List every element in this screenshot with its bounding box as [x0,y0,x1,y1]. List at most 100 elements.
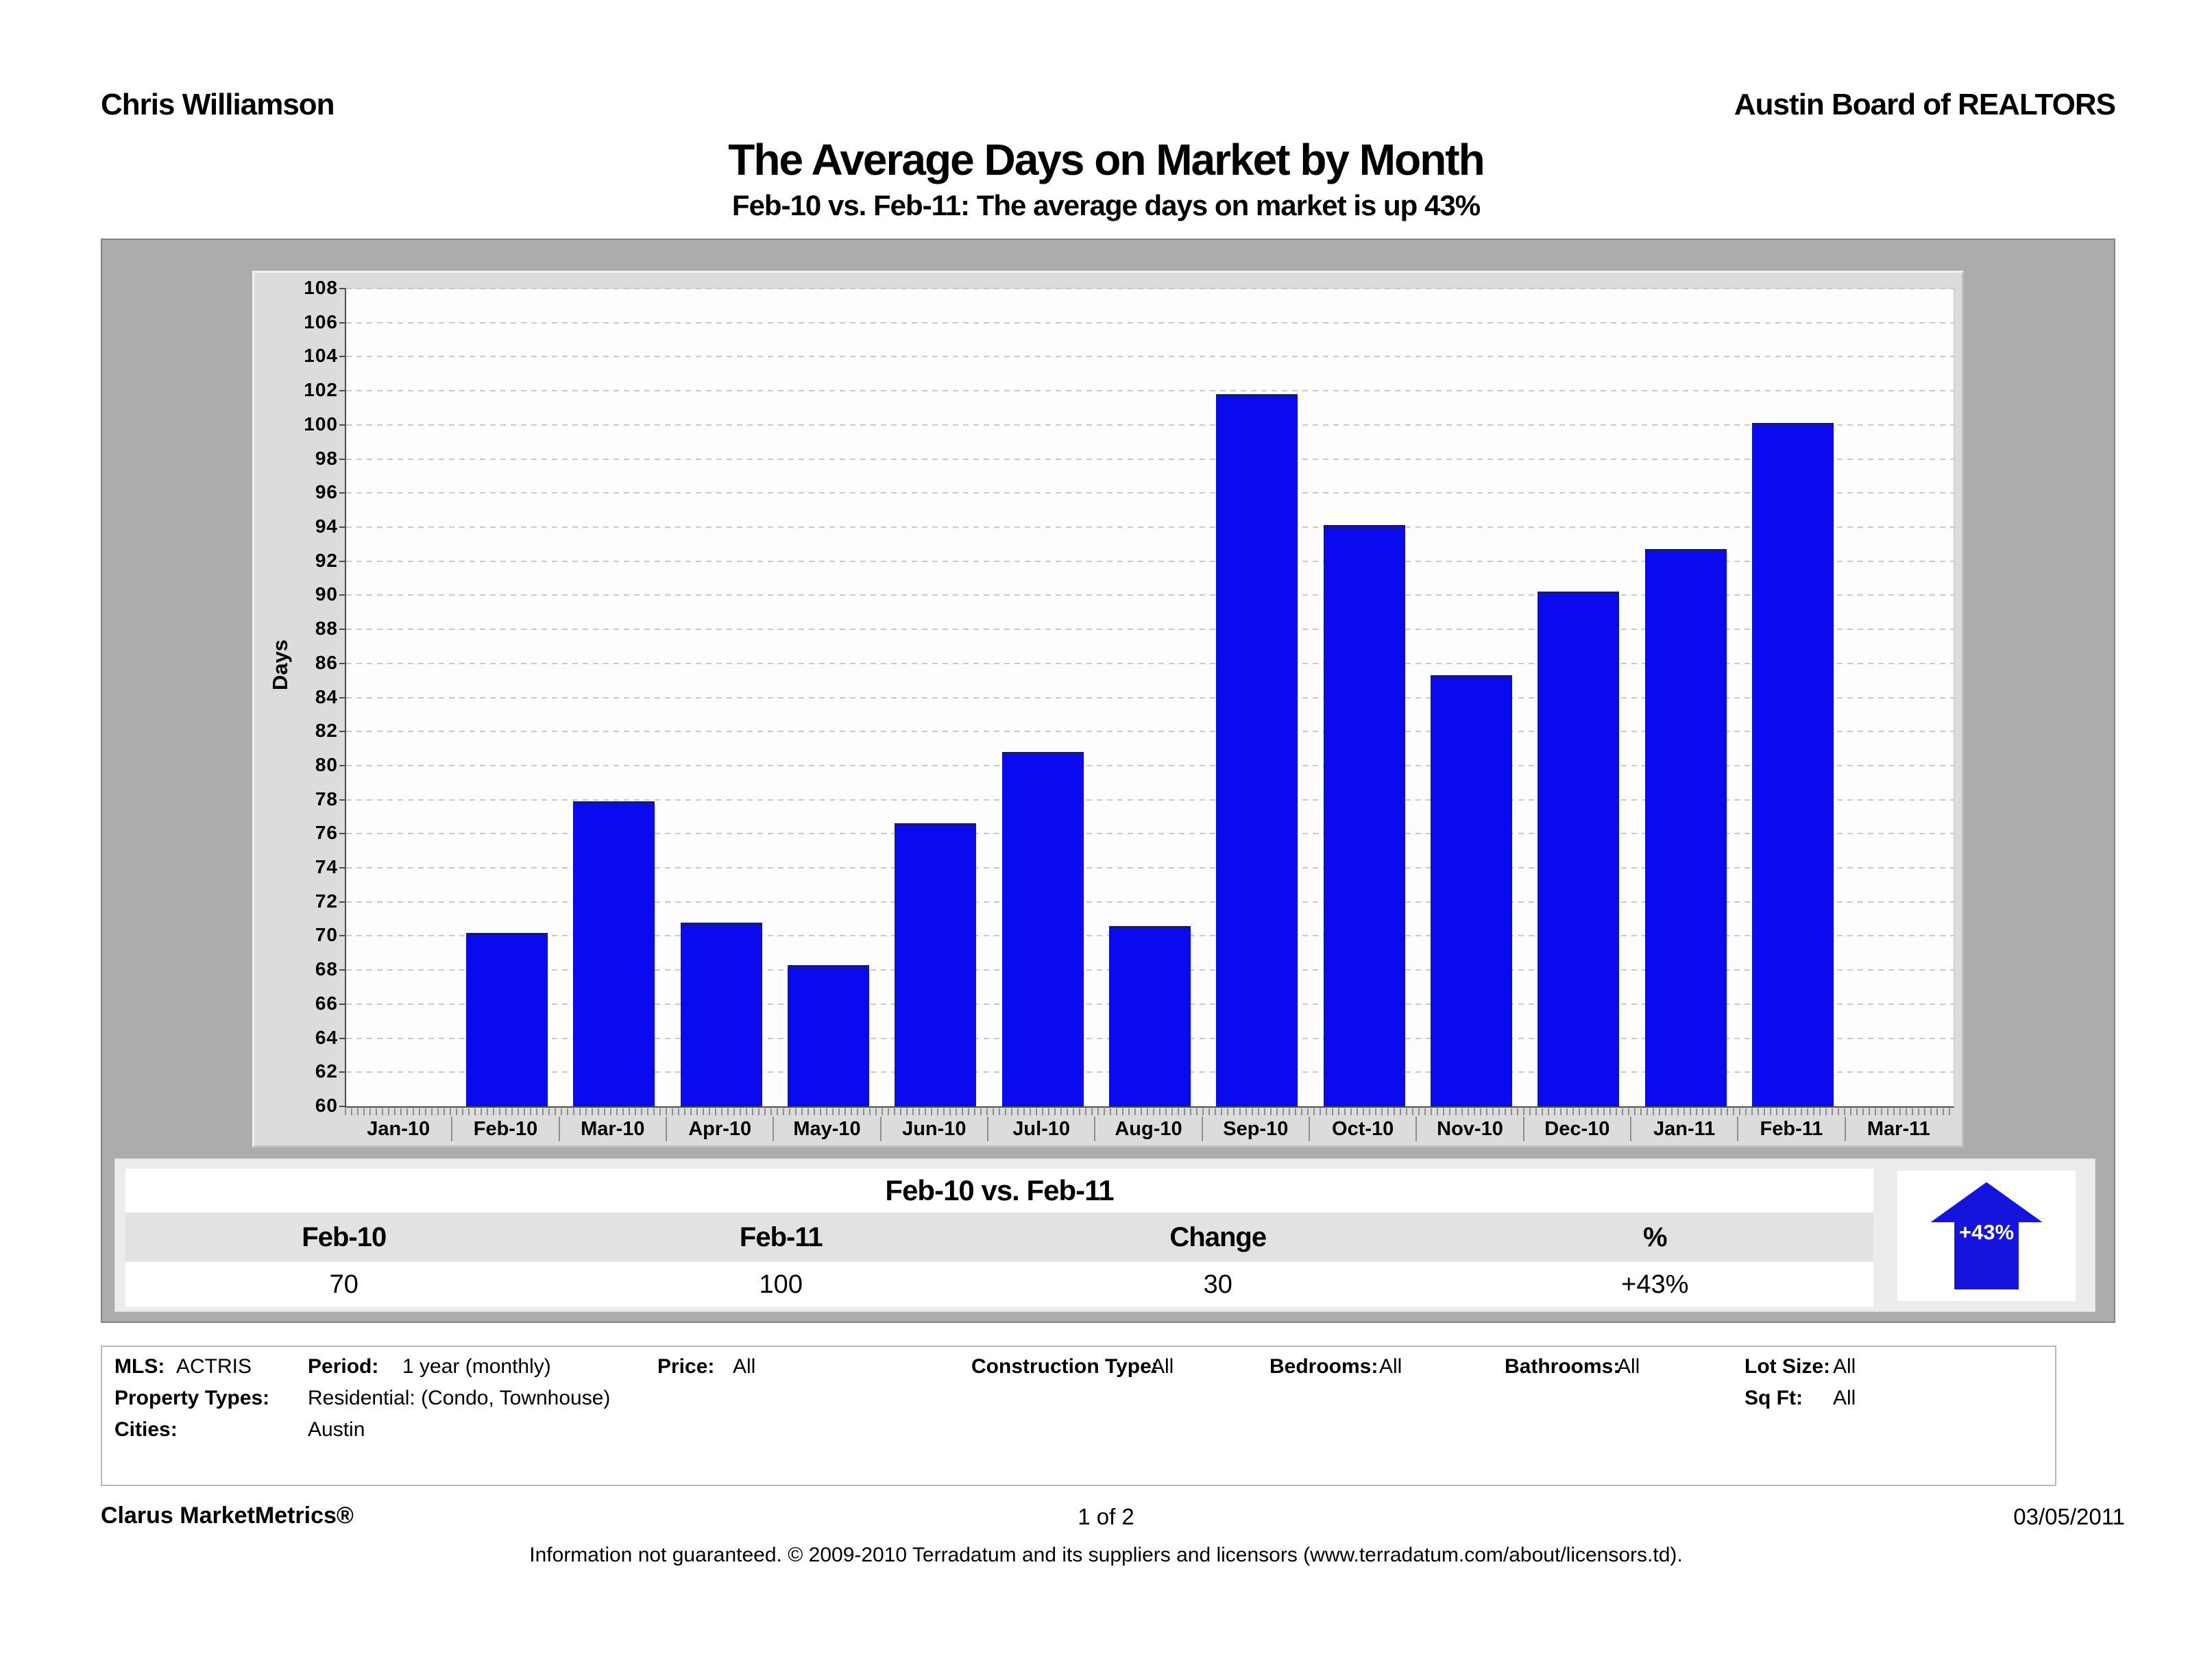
filter-value: 1 year (monthly) [402,1355,551,1378]
gridline [346,526,1954,528]
x-tick-separator [1630,1117,1631,1141]
column-header: Feb-10 [302,1222,387,1252]
y-tick-mark [339,492,345,494]
x-axis-tick-labels: Jan-10 Feb-10 Mar-10 Apr-10 May-10 Jun-10 Jul-… [345,1117,1954,1145]
filter-label: Construction Type: [971,1355,1158,1378]
arrow-percent-label: +43% [1958,1220,2015,1244]
bar-Jul-10 [1001,752,1084,1106]
y-tick-mark [339,731,345,733]
value-cell: 100 [759,1270,803,1299]
filter-value: All [1833,1355,1856,1378]
x-tick-label: Mar-11 [1867,1118,1930,1140]
y-tick-label: 108 [304,277,338,298]
column-header: Feb-11 [739,1222,823,1252]
filter-label: Bathrooms: [1505,1355,1620,1378]
bar-Apr-10 [680,922,762,1106]
trend-arrow-panel: +43% [1897,1171,2076,1301]
y-tick-mark [339,935,345,937]
x-tick-label: Jan-11 [1653,1118,1716,1140]
gridline [346,424,1954,426]
bar-Feb-11 [1752,423,1834,1106]
bar-May-10 [788,964,869,1106]
y-axis-tick-labels: 60 62 64 66 68 70 72 74 76 78 80 82 84 86 88 90 92 94 96 98… [275,277,338,1116]
y-tick-label: 76 [315,822,338,844]
y-tick-label: 82 [315,720,338,742]
gridline [346,867,1954,869]
column-header: Change [1169,1222,1267,1252]
agent-name: Chris Williamson [101,88,335,121]
bar-Jan-11 [1644,549,1727,1106]
y-tick-label: 92 [315,549,338,571]
filter-label: Bedrooms: [1269,1355,1378,1378]
filter-value: All [1379,1355,1402,1378]
gridline [346,356,1954,358]
y-tick-mark [339,1037,345,1039]
filter-label: Period: [308,1355,379,1378]
x-tick-separator [666,1117,667,1141]
filter-value: ACTRIS [176,1355,252,1378]
x-tick-separator [987,1117,988,1141]
x-tick-separator [773,1117,775,1141]
x-tick-separator [1309,1117,1310,1141]
y-tick-label: 78 [315,788,338,810]
x-tick-label: Mar-10 [581,1118,645,1140]
filter-value: Residential: (Condo, Townhouse) [308,1387,611,1409]
y-tick-label: 98 [315,447,338,469]
gridline [346,560,1954,562]
value-cell: 70 [329,1270,358,1299]
comparison-header-row: Feb-10 Feb-11 Change % [125,1213,1873,1262]
y-tick-label: 70 [315,924,338,946]
bar-Jun-10 [895,823,977,1106]
comparison-table-rows: Feb-10 vs. Feb-11 Feb-10 Feb-11 Change %… [125,1169,1873,1307]
x-tick-separator [1844,1117,1846,1141]
comparison-table: Feb-10 vs. Feb-11 Feb-10 Feb-11 Change %… [114,1158,2095,1312]
y-tick-mark [339,1106,345,1107]
y-tick-mark [339,969,345,971]
chart-panel: Days 60 62 64 66 68 70 72 74 76 78 80 82 84 86 88 90 92 9… [252,271,1964,1147]
x-tick-label: Jan-10 [367,1118,430,1140]
y-tick-mark [339,629,345,631]
chart-band: Days 60 62 64 66 68 70 72 74 76 78 80 82 84 86 88 90 92 9… [101,239,2115,1323]
x-tick-label: Sep-10 [1223,1118,1289,1140]
y-tick-mark [339,799,345,801]
filter-label: Property Types: [114,1387,270,1409]
y-tick-mark [339,526,345,528]
gridline [346,696,1954,698]
y-tick-label: 100 [304,413,338,435]
footer-disclaimer: Information not guaranteed. © 2009-2010 … [529,1544,1683,1566]
y-tick-label: 68 [315,958,338,980]
x-tick-label: Dec-10 [1544,1118,1610,1140]
y-tick-mark [339,288,345,289]
bar-Mar-10 [573,801,655,1106]
value-cell: 30 [1203,1270,1232,1299]
gridline [346,321,1954,324]
x-tick-separator [879,1117,882,1141]
footer-page-number: 1 of 2 [1078,1504,1134,1529]
y-tick-label: 94 [315,515,338,537]
y-tick-label: 106 [304,311,338,332]
filter-label: MLS: [114,1355,165,1378]
y-tick-mark [339,458,345,460]
x-tick-label: Jun-10 [902,1118,967,1140]
y-tick-mark [339,424,345,426]
y-tick-mark [339,356,345,358]
y-tick-mark [339,594,345,596]
y-tick-label: 74 [315,856,338,878]
y-tick-mark [339,321,345,324]
y-tick-label: 104 [304,345,338,367]
x-axis-tick-strip [345,1108,1954,1115]
y-tick-label: 102 [304,379,338,401]
y-tick-mark [339,867,345,869]
y-tick-mark [339,390,345,392]
gridline [346,288,1954,289]
plot-area [339,288,1954,1108]
y-tick-mark [339,833,345,835]
x-tick-separator [1201,1117,1203,1141]
bar-Nov-10 [1431,675,1512,1106]
y-tick-label: 72 [315,890,338,912]
y-tick-mark [339,901,345,903]
value-cell: +43% [1621,1270,1689,1299]
filter-value: All [733,1355,756,1378]
bar-Feb-10 [466,932,548,1106]
